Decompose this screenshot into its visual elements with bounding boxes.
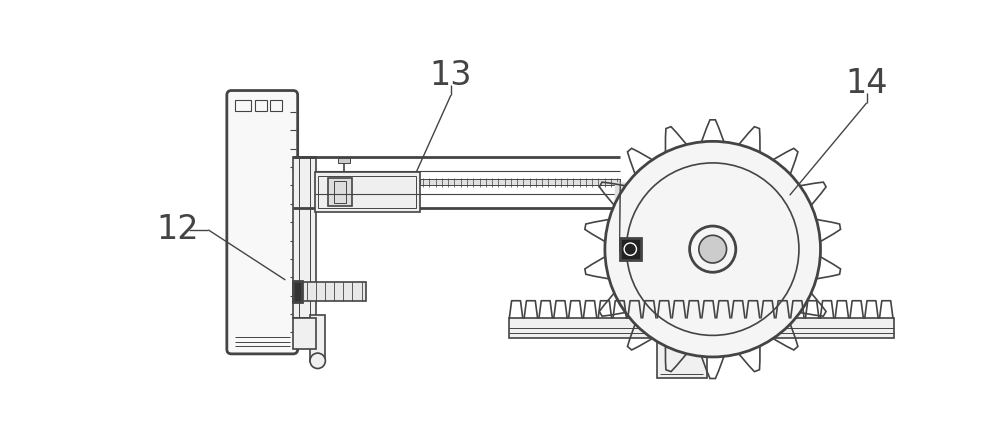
Bar xyxy=(657,338,707,378)
Bar xyxy=(509,318,894,338)
Bar xyxy=(620,238,641,260)
Bar xyxy=(338,158,350,163)
Text: 14: 14 xyxy=(845,67,888,100)
Bar xyxy=(270,100,282,110)
Bar xyxy=(293,281,302,302)
Bar xyxy=(334,181,346,203)
FancyBboxPatch shape xyxy=(227,91,298,354)
Bar xyxy=(235,100,251,110)
Bar xyxy=(310,315,325,361)
Bar xyxy=(255,100,267,110)
Circle shape xyxy=(310,353,325,369)
Bar xyxy=(293,157,316,319)
Bar xyxy=(420,179,620,185)
Bar xyxy=(328,178,352,206)
Bar xyxy=(315,172,420,212)
Text: 12: 12 xyxy=(156,213,199,246)
Bar xyxy=(293,319,316,349)
Circle shape xyxy=(699,235,727,263)
Bar xyxy=(302,282,366,301)
Bar xyxy=(318,176,416,209)
Text: 13: 13 xyxy=(430,59,472,92)
Circle shape xyxy=(605,141,821,357)
